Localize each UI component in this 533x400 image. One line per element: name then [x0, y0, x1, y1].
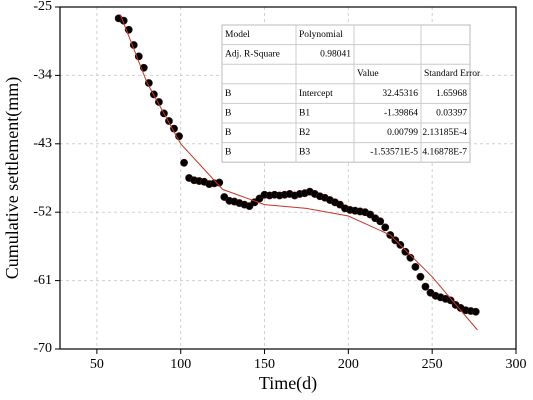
- table-cell: Standard Error: [424, 69, 481, 79]
- fit-line: [119, 14, 478, 331]
- y-tick-label: -61: [33, 273, 52, 288]
- table-cell: B2: [299, 128, 310, 138]
- table-cell: 32.45316: [382, 89, 418, 99]
- x-tick-label: 300: [506, 357, 527, 372]
- table-cell: 0.98041: [320, 50, 351, 60]
- table-cell: Value: [357, 69, 379, 79]
- table-cell: -1.53571E-5: [370, 148, 418, 158]
- x-axis-title: Time(d): [259, 373, 317, 394]
- table-cell: -1.39864: [384, 108, 418, 118]
- y-tick-label: -34: [33, 68, 52, 83]
- point: [421, 282, 430, 291]
- table-cell: Polynomial: [299, 30, 343, 40]
- y-tick-label: -52: [33, 204, 52, 219]
- plot-frame: [59, 6, 517, 350]
- x-tick-label: 150: [254, 357, 275, 372]
- ticks: 50 100 150 200 250 300 -70 -61 -52 -43 -34 -25: [33, 0, 526, 372]
- point: [180, 158, 188, 167]
- point: [401, 247, 410, 256]
- table-cell: B: [225, 148, 231, 158]
- y-axis-title: Cumulative settlement(mm): [2, 77, 23, 279]
- table-cell: 2.13185E-4: [422, 128, 467, 138]
- table-cell: B: [225, 89, 231, 99]
- y-tick-label: -43: [33, 136, 52, 151]
- x-tick-label: 100: [170, 357, 191, 372]
- table-cell: Adj. R-Square: [225, 50, 280, 60]
- table-cell: Intercept: [299, 89, 333, 99]
- table-cell: 0.00799: [387, 128, 418, 138]
- point: [446, 296, 455, 305]
- x-tick-label: 200: [338, 357, 359, 372]
- inset-table: Model Polynomial Adj. R-Square 0.98041 Value…: [221, 24, 481, 163]
- x-tick-label: 50: [90, 357, 104, 372]
- y-tick-label: -70: [33, 341, 52, 356]
- point: [376, 217, 385, 226]
- x-tick-label: 250: [422, 357, 443, 372]
- y-tick-label: -25: [33, 0, 52, 14]
- table-cell: 4.16878E-7: [422, 148, 467, 158]
- marks: [114, 14, 480, 331]
- table-cell: B: [225, 108, 231, 118]
- table-cell: Model: [225, 30, 250, 40]
- table-cell: B1: [299, 108, 310, 118]
- point: [406, 253, 415, 262]
- point: [411, 263, 420, 271]
- table-cell: 1.65968: [436, 89, 467, 99]
- table-cell: B: [225, 128, 231, 138]
- table-background: [221, 24, 471, 163]
- point: [381, 223, 390, 232]
- point: [471, 307, 480, 316]
- table-cell: B3: [299, 148, 310, 158]
- table-cell: 0.03397: [436, 108, 467, 118]
- point: [416, 272, 425, 281]
